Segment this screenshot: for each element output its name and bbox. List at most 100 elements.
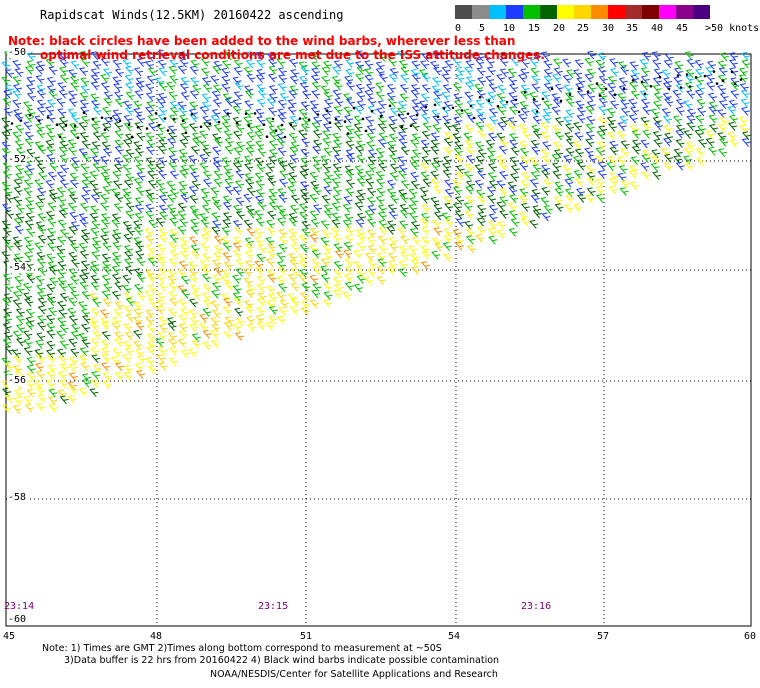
wind-barb: [47, 242, 57, 252]
wind-barb: [421, 130, 431, 140]
wind-barb: [224, 51, 234, 61]
wind-barb: [617, 173, 627, 182]
wind-barb: [70, 323, 80, 333]
wind-barb: [705, 74, 715, 84]
wind-barb: [200, 218, 210, 228]
wind-barb: [124, 258, 134, 268]
wind-barb: [114, 193, 124, 203]
wind-barb: [430, 170, 440, 180]
wind-barb: [630, 90, 640, 100]
wind-barb: [375, 82, 385, 92]
wind-barb: [222, 201, 232, 211]
wind-barb: [587, 154, 597, 164]
wind-barb: [584, 73, 594, 83]
wind-barb: [235, 124, 245, 134]
wind-barb: [323, 107, 333, 116]
wind-barb: [642, 122, 652, 132]
wind-barb: [158, 362, 168, 371]
qc-flag-dot: [109, 117, 113, 120]
wind-barb: [91, 220, 101, 230]
qc-flag-dot: [184, 131, 188, 135]
wind-barb: [421, 204, 431, 214]
wind-barb: [728, 99, 738, 109]
wind-barb: [311, 81, 321, 91]
wind-barb: [388, 146, 398, 156]
qc-flag-dot: [190, 113, 194, 116]
wind-barb: [333, 243, 343, 253]
qc-flag-dot: [424, 105, 428, 109]
wind-barb: [188, 164, 198, 174]
wind-barb: [80, 260, 90, 270]
wind-barb: [57, 260, 67, 270]
wind-barb: [540, 51, 550, 61]
wind-barb: [188, 268, 198, 278]
wind-barb: [386, 226, 396, 235]
wind-barb: [25, 244, 35, 254]
wind-barb: [364, 74, 374, 84]
wind-barb: [431, 219, 441, 229]
wind-barb: [289, 75, 299, 85]
wind-barb: [112, 76, 122, 86]
wind-barb: [223, 130, 233, 139]
wind-barb: [476, 67, 486, 77]
qc-flag-dot: [433, 103, 437, 107]
wind-barb: [399, 194, 409, 203]
wind-barb: [310, 218, 320, 228]
wind-barb: [521, 130, 531, 140]
wind-barb: [80, 234, 90, 244]
wind-barb: [79, 51, 89, 60]
wind-barb: [70, 75, 80, 85]
wind-barb: [298, 211, 308, 221]
wind-barb: [254, 172, 264, 182]
wind-barb: [232, 130, 242, 140]
wind-barb: [443, 228, 453, 238]
wind-barb: [422, 122, 432, 132]
wind-barb: [642, 149, 652, 159]
wind-barb: [190, 171, 200, 181]
wind-barb: [114, 130, 124, 139]
wind-barb: [411, 105, 421, 115]
wind-barb: [2, 338, 12, 348]
qc-flag-dot: [127, 123, 131, 127]
wind-barb: [47, 307, 57, 317]
wind-barb: [200, 242, 210, 252]
wind-barb: [35, 386, 45, 396]
wind-barb: [114, 68, 124, 78]
wind-barb: [145, 132, 155, 142]
wind-barb: [190, 225, 200, 235]
wind-barb: [421, 113, 431, 123]
wind-barb: [201, 93, 211, 103]
wind-barb: [377, 52, 387, 62]
wind-barb: [145, 357, 155, 366]
wind-barb: [695, 68, 705, 78]
wind-barb: [287, 185, 297, 195]
wind-barb: [224, 186, 234, 196]
wind-barb: [26, 228, 36, 238]
wind-barb: [244, 250, 254, 260]
qc-flag-dot: [130, 135, 134, 139]
wind-barb: [739, 83, 749, 92]
wind-barb: [26, 364, 36, 374]
wind-barb: [277, 315, 287, 325]
wind-barb: [36, 99, 46, 109]
wind-barb: [221, 275, 231, 285]
wind-barb: [540, 122, 550, 131]
wind-barb: [664, 153, 674, 163]
wind-barb: [662, 82, 672, 91]
wind-barb: [476, 204, 486, 214]
wind-barb: [740, 89, 750, 99]
wind-barb: [188, 123, 198, 132]
wind-barb: [79, 281, 89, 291]
wind-barb: [166, 194, 176, 204]
wind-barb: [189, 205, 199, 215]
qc-flag-dot: [334, 118, 338, 121]
wind-barb: [147, 180, 157, 189]
wind-barb: [640, 116, 650, 126]
wind-barb: [276, 217, 286, 227]
wind-barb: [497, 221, 507, 230]
wind-barb: [377, 235, 387, 245]
wind-barb: [68, 98, 78, 107]
wind-barb: [353, 123, 363, 133]
wind-barb: [57, 371, 67, 380]
wind-barb: [278, 229, 288, 238]
